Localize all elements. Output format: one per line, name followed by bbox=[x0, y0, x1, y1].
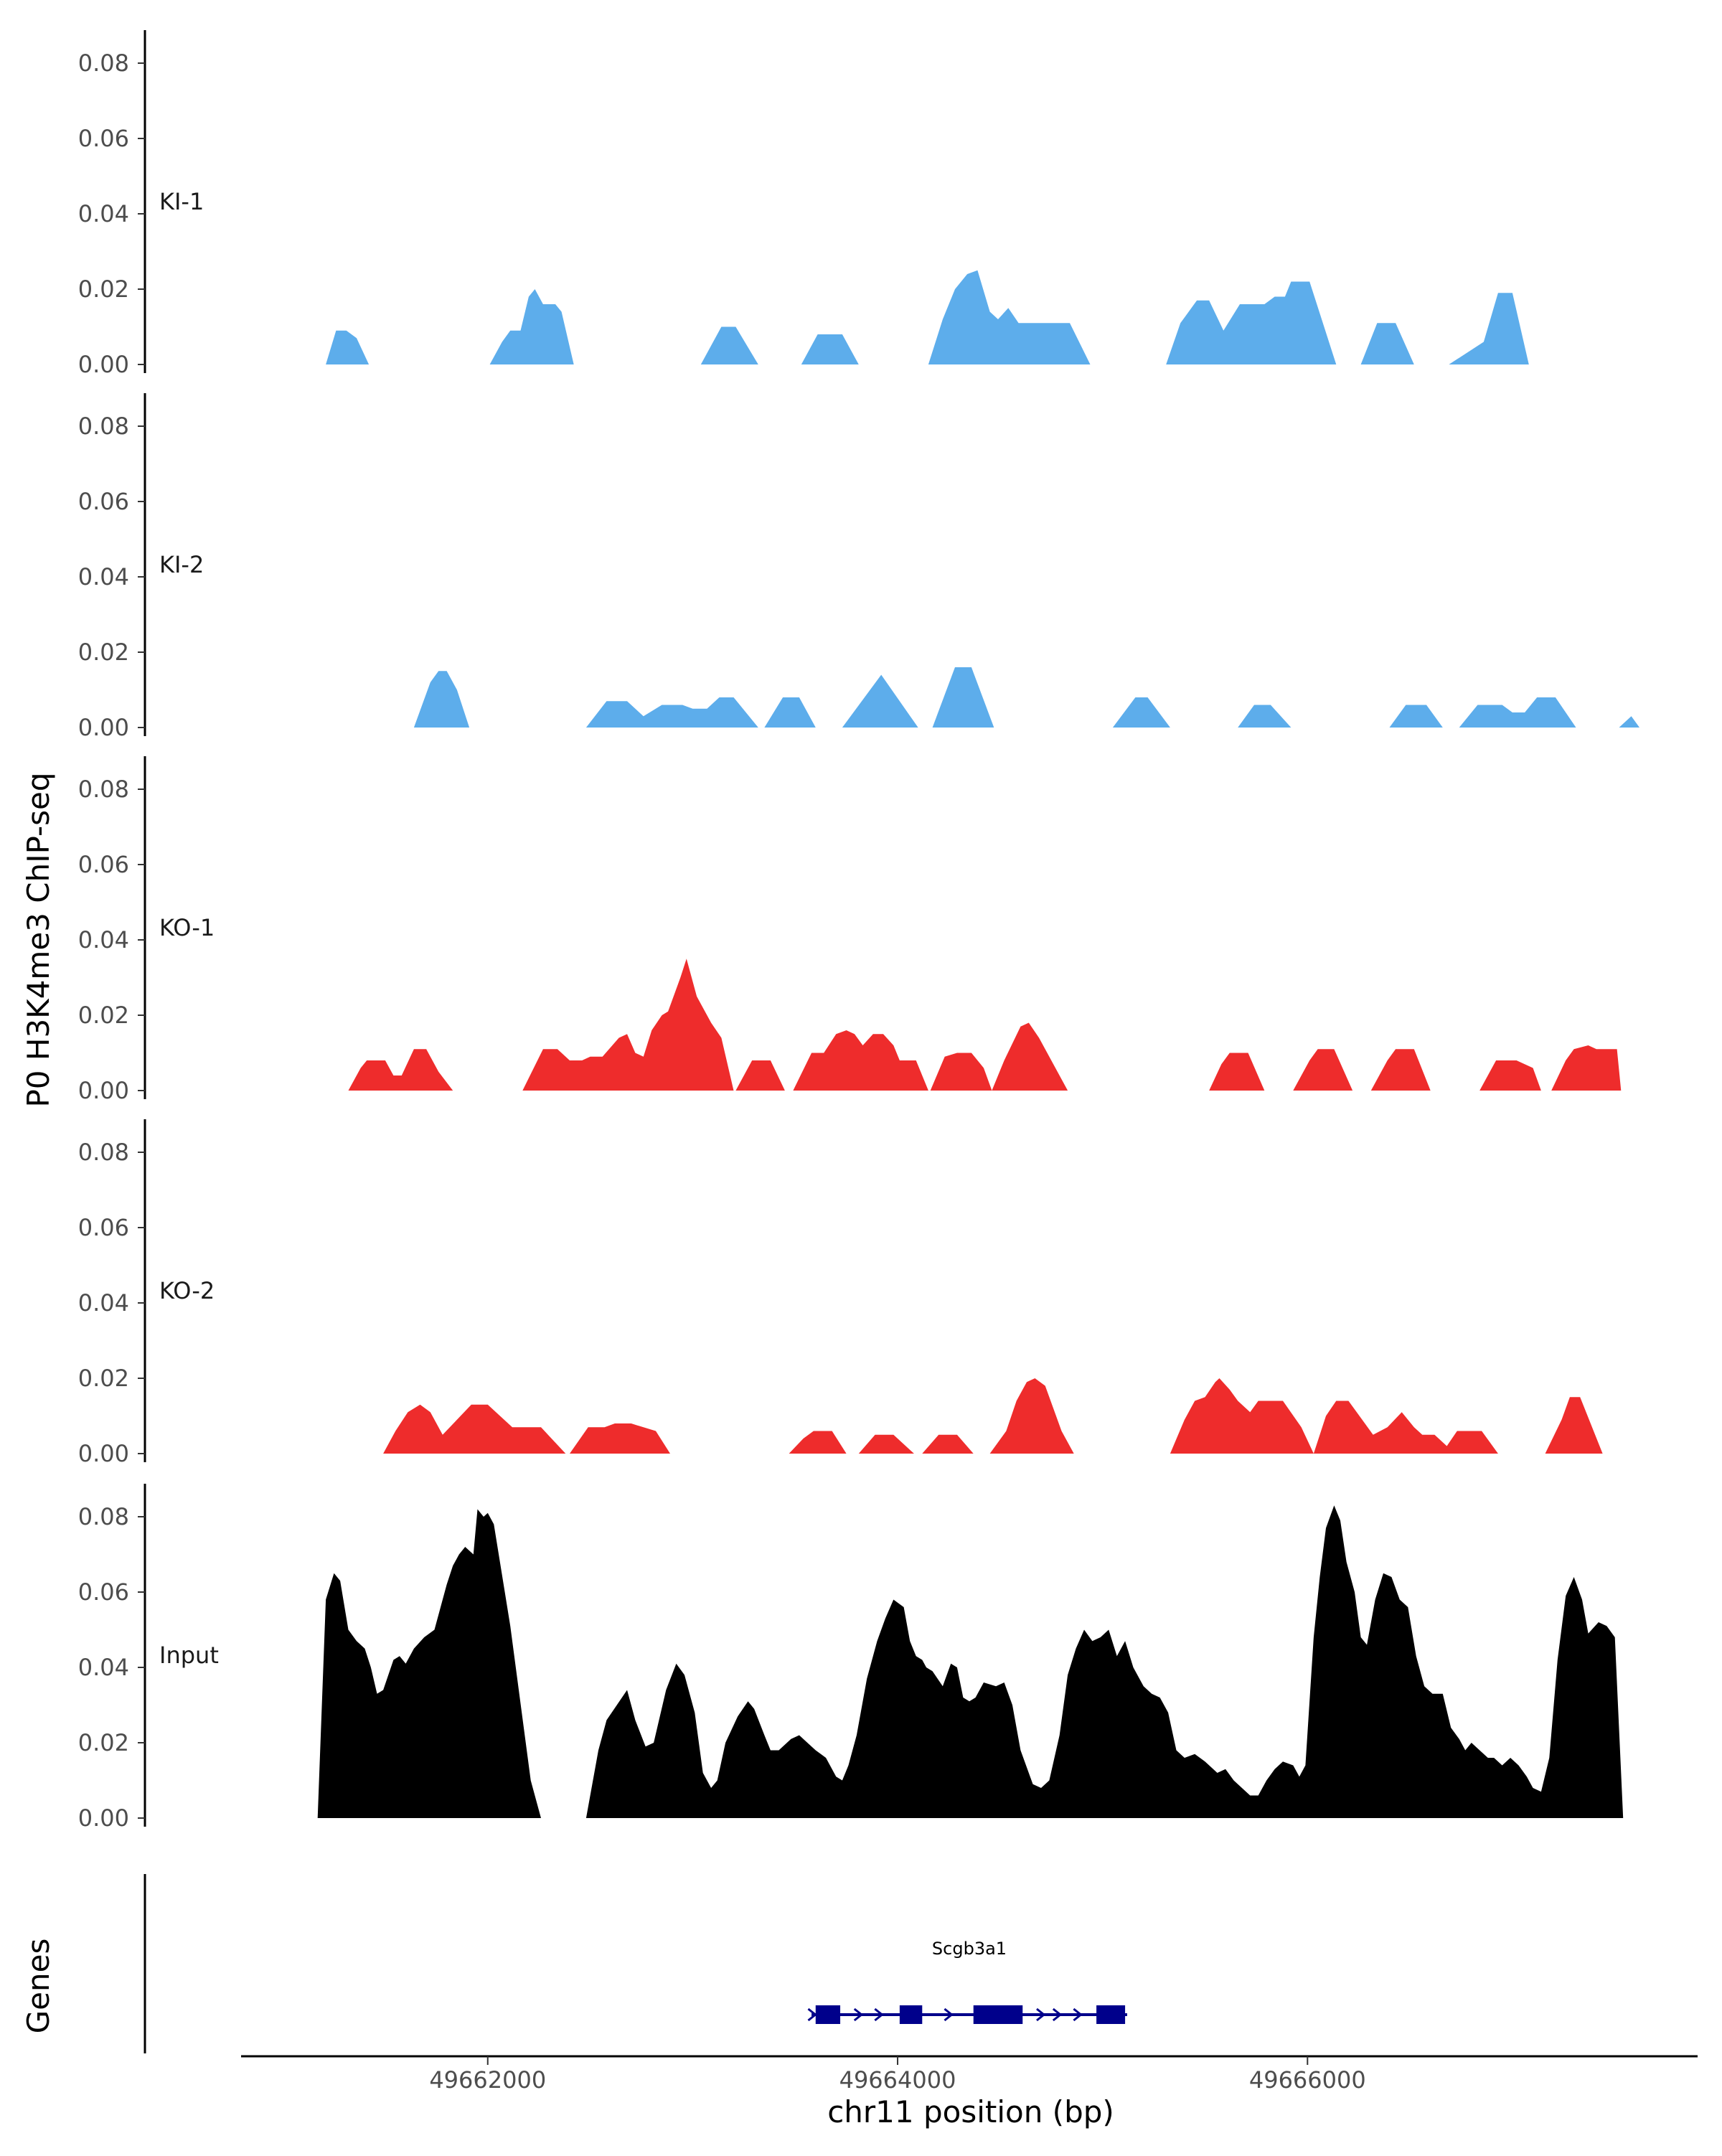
gene-exon bbox=[899, 2005, 923, 2024]
coverage-peak-ko-1-7 bbox=[1370, 1049, 1431, 1091]
coverage-peak-ki-1-7 bbox=[1449, 293, 1529, 364]
track-label-ko-2: KO-2 bbox=[159, 1277, 215, 1304]
coverage-peak-ki-2-4 bbox=[932, 667, 994, 728]
y-tick-label-input: 0.06 bbox=[78, 1578, 129, 1606]
coverage-peak-ki-1-2 bbox=[700, 326, 758, 364]
strand-arrow bbox=[1073, 2007, 1083, 2022]
y-tick-label-input: 0.00 bbox=[78, 1804, 129, 1832]
y-tick-label-ki-1: 0.08 bbox=[78, 50, 129, 77]
y-tick-label-ko-1: 0.02 bbox=[78, 1002, 129, 1029]
y-tick-label-ko-1: 0.06 bbox=[78, 851, 129, 878]
y-tick-label-ki-1: 0.04 bbox=[78, 200, 129, 227]
coverage-peak-ko-2-1 bbox=[570, 1423, 670, 1454]
y-tick-label-ko-2: 0.00 bbox=[78, 1440, 129, 1467]
coverage-peak-ki-2-0 bbox=[413, 671, 470, 728]
gene-exon bbox=[1096, 2005, 1126, 2024]
y-tick-label-ko-1: 0.00 bbox=[78, 1077, 129, 1104]
strand-arrow bbox=[807, 2007, 817, 2022]
coverage-peak-ko-2-2 bbox=[789, 1431, 847, 1454]
strand-arrow bbox=[874, 2007, 884, 2022]
y-tick-label-ko-2: 0.06 bbox=[78, 1214, 129, 1241]
strand-arrow bbox=[1052, 2007, 1063, 2022]
x-axis-title: chr11 position (bp) bbox=[827, 2094, 1114, 2129]
gene-exon bbox=[973, 2005, 1023, 2024]
y-tick-label-ki-1: 0.06 bbox=[78, 125, 129, 152]
strand-arrow bbox=[1036, 2007, 1046, 2022]
track-label-input: Input bbox=[159, 1642, 219, 1669]
y-tick-label-ko-2: 0.02 bbox=[78, 1365, 129, 1392]
coverage-peak-ko-1-6 bbox=[1293, 1049, 1353, 1091]
panel-ko-2: 0.00 0.02 0.04 0.06 0.08 KO-2 bbox=[78, 1119, 1603, 1467]
genes-layer: Scgb3a1 bbox=[144, 1874, 1127, 2053]
panel-ki-1: 0.00 0.02 0.04 0.06 0.08 KI-1 bbox=[78, 30, 1529, 378]
coverage-peak-ko-1-1 bbox=[522, 959, 734, 1091]
y-tick-label-ki-1: 0.00 bbox=[78, 351, 129, 378]
coverage-peak-ko-1-5 bbox=[1209, 1053, 1265, 1091]
x-tick-label: 49666000 bbox=[1249, 2066, 1366, 2094]
coverage-peak-ki-1-4 bbox=[928, 270, 1091, 364]
coverage-peak-ko-2-8 bbox=[1545, 1397, 1603, 1454]
coverage-peak-ko-2-0 bbox=[383, 1404, 566, 1454]
coverage-peak-ko-2-5 bbox=[989, 1378, 1074, 1454]
coverage-peak-ko-2-4 bbox=[922, 1434, 974, 1454]
track-label-ki-2: KI-2 bbox=[159, 551, 204, 578]
x-axis: 49662000 49664000 49666000 bbox=[241, 2055, 1698, 2094]
coverage-peak-ki-1-1 bbox=[489, 289, 574, 364]
strand-arrow bbox=[944, 2007, 954, 2022]
coverage-peak-ko-1-2 bbox=[735, 1060, 785, 1091]
strand-arrow bbox=[853, 2007, 864, 2022]
coverage-peak-ko-2-6 bbox=[1170, 1378, 1314, 1454]
y-tick-label-ko-2: 0.04 bbox=[78, 1289, 129, 1317]
coverage-peak-input-0 bbox=[317, 1509, 541, 1818]
coverage-peak-ki-2-5 bbox=[1112, 697, 1170, 728]
coverage-peak-ki-2-3 bbox=[842, 674, 918, 728]
coverage-peak-ko-2-3 bbox=[858, 1434, 914, 1454]
coverage-peak-ko-1-8 bbox=[1479, 1060, 1541, 1091]
y-tick-label-ki-2: 0.00 bbox=[78, 714, 129, 741]
coverage-peak-ki-2-2 bbox=[764, 697, 816, 728]
panels-layer: 0.00 0.02 0.04 0.06 0.08 KI-1 0.00 0.02 0.04 0.06… bbox=[78, 30, 1639, 1832]
y-tick-label-ki-2: 0.06 bbox=[78, 488, 129, 515]
coverage-peak-ki-2-6 bbox=[1238, 705, 1292, 728]
panel-ko-1: 0.00 0.02 0.04 0.06 0.08 KO-1 bbox=[78, 756, 1622, 1104]
y-tick-label-ko-2: 0.08 bbox=[78, 1139, 129, 1166]
coverage-peak-ki-2-1 bbox=[585, 697, 758, 728]
gene-exon bbox=[815, 2005, 841, 2024]
track-label-ki-1: KI-1 bbox=[159, 188, 204, 215]
panel-ki-2: 0.00 0.02 0.04 0.06 0.08 KI-2 bbox=[78, 393, 1639, 741]
coverage-peak-ki-1-5 bbox=[1166, 281, 1337, 364]
coverage-peak-ko-1-3 bbox=[793, 1030, 928, 1091]
coverage-peak-ki-2-8 bbox=[1459, 697, 1576, 728]
coverage-peak-ki-1-3 bbox=[801, 334, 859, 364]
x-tick-label: 49664000 bbox=[839, 2066, 956, 2094]
y-tick-label-ko-1: 0.08 bbox=[78, 776, 129, 803]
y-tick-label-ki-2: 0.02 bbox=[78, 639, 129, 666]
coverage-peak-ko-1-0 bbox=[348, 1049, 453, 1091]
genes-axis-title: Genes bbox=[21, 1939, 56, 2034]
y-tick-label-input: 0.02 bbox=[78, 1729, 129, 1756]
y-tick-label-ki-1: 0.02 bbox=[78, 276, 129, 303]
coverage-peak-input-1 bbox=[585, 1505, 1624, 1818]
track-label-ko-1: KO-1 bbox=[159, 914, 215, 941]
panel-input: 0.00 0.02 0.04 0.06 0.08 Input bbox=[78, 1484, 1624, 1832]
y-tick-label-ki-2: 0.08 bbox=[78, 413, 129, 440]
x-tick-label: 49662000 bbox=[429, 2066, 546, 2094]
coverage-peak-ki-1-0 bbox=[326, 330, 370, 364]
coverage-peak-ko-1-4 bbox=[930, 1022, 1068, 1091]
y-tick-label-input: 0.04 bbox=[78, 1654, 129, 1681]
y-tick-label-input: 0.08 bbox=[78, 1503, 129, 1530]
gene-name-label: Scgb3a1 bbox=[932, 1939, 1007, 1959]
coverage-peak-ko-1-9 bbox=[1551, 1045, 1622, 1091]
y-tick-label-ko-1: 0.04 bbox=[78, 926, 129, 954]
coverage-peak-ki-2-7 bbox=[1389, 705, 1443, 728]
y-axis-title: P0 H3K4me3 ChIP-seq bbox=[21, 772, 56, 1107]
coverage-peak-ko-2-7 bbox=[1313, 1401, 1498, 1454]
coverage-peak-ki-1-6 bbox=[1360, 323, 1414, 364]
y-tick-label-ki-2: 0.04 bbox=[78, 563, 129, 590]
coverage-peak-ki-2-9 bbox=[1619, 716, 1639, 728]
